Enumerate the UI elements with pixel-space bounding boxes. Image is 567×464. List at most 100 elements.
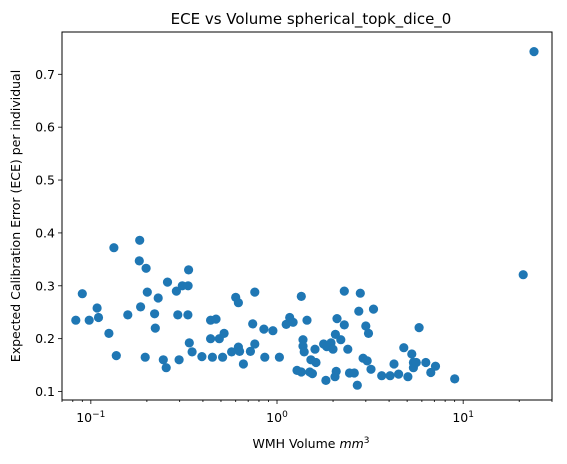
data-point-49 bbox=[260, 352, 270, 362]
data-point-84 bbox=[355, 288, 365, 298]
data-point-87 bbox=[362, 356, 372, 366]
data-point-10 bbox=[134, 256, 144, 266]
data-point-104 bbox=[430, 361, 441, 371]
data-point-76 bbox=[336, 335, 346, 345]
data-point-28 bbox=[184, 338, 194, 348]
data-point-102 bbox=[421, 357, 431, 368]
data-point-107 bbox=[529, 47, 539, 57]
data-point-27 bbox=[183, 310, 193, 320]
data-point-30 bbox=[197, 352, 207, 362]
data-point-3 bbox=[92, 303, 102, 313]
data-point-46 bbox=[250, 287, 260, 297]
data-point-22 bbox=[173, 310, 183, 320]
data-point-44 bbox=[245, 346, 255, 356]
data-point-77 bbox=[339, 320, 349, 330]
x-axis-label: WMH Volume mm3 bbox=[252, 436, 369, 451]
x-tick-label: 101 bbox=[452, 410, 474, 425]
data-point-105 bbox=[450, 374, 460, 384]
data-point-101 bbox=[414, 323, 424, 333]
data-point-86 bbox=[361, 321, 371, 331]
data-point-36 bbox=[218, 352, 228, 362]
data-point-82 bbox=[352, 380, 362, 390]
data-point-11 bbox=[136, 302, 146, 312]
data-point-106 bbox=[518, 270, 528, 280]
data-point-54 bbox=[288, 317, 298, 327]
data-point-9 bbox=[135, 235, 145, 245]
data-point-14 bbox=[142, 287, 152, 297]
y-tick-label: 0.7 bbox=[35, 67, 55, 82]
data-point-21 bbox=[171, 286, 181, 296]
data-point-95 bbox=[399, 343, 409, 353]
data-point-71 bbox=[328, 344, 338, 354]
chart-title: ECE vs Volume spherical_topk_dice_0 bbox=[171, 10, 452, 29]
data-point-51 bbox=[274, 352, 284, 362]
data-point-45 bbox=[248, 319, 258, 329]
data-point-19 bbox=[161, 363, 171, 373]
y-tick-label: 0.3 bbox=[35, 278, 55, 293]
data-point-75 bbox=[332, 314, 342, 324]
data-point-52 bbox=[281, 319, 291, 329]
data-point-61 bbox=[302, 315, 312, 325]
y-tick-label: 0.1 bbox=[35, 384, 55, 399]
x-tick-label: 10−1 bbox=[76, 410, 105, 425]
data-point-97 bbox=[407, 349, 417, 359]
data-point-38 bbox=[227, 347, 237, 357]
y-tick-label: 0.2 bbox=[35, 331, 55, 346]
data-point-33 bbox=[207, 352, 217, 362]
data-point-25 bbox=[184, 265, 194, 275]
data-point-4 bbox=[93, 312, 104, 323]
data-point-26 bbox=[183, 281, 193, 291]
data-point-40 bbox=[233, 298, 243, 308]
data-point-96 bbox=[403, 372, 413, 382]
data-point-17 bbox=[153, 293, 163, 303]
data-point-47 bbox=[250, 339, 260, 349]
data-point-64 bbox=[307, 369, 317, 379]
y-axis-ticks: 0.1 0.2 0.3 0.4 0.5 0.6 0.7 bbox=[35, 67, 62, 399]
data-point-58 bbox=[298, 335, 308, 345]
x-tick-label: 100 bbox=[266, 410, 288, 425]
y-tick-label: 0.5 bbox=[35, 173, 55, 188]
data-point-57 bbox=[296, 291, 306, 301]
data-point-103 bbox=[426, 367, 436, 378]
data-point-8 bbox=[123, 310, 133, 320]
data-point-92 bbox=[385, 371, 395, 381]
data-point-23 bbox=[174, 355, 184, 365]
y-axis-label: Expected Calibration Error (ECE) per ind… bbox=[8, 70, 23, 362]
data-point-37 bbox=[219, 328, 229, 338]
data-point-0 bbox=[71, 315, 81, 325]
data-point-100 bbox=[411, 357, 421, 368]
data-point-2 bbox=[84, 315, 94, 325]
data-point-74 bbox=[331, 366, 341, 376]
data-point-88 bbox=[366, 364, 376, 374]
data-point-56 bbox=[296, 367, 306, 377]
data-point-18 bbox=[158, 355, 168, 365]
data-point-42 bbox=[235, 346, 245, 356]
data-point-68 bbox=[321, 375, 331, 385]
data-point-79 bbox=[343, 344, 353, 354]
data-point-81 bbox=[349, 368, 359, 378]
data-point-83 bbox=[354, 306, 364, 316]
y-tick-label: 0.6 bbox=[35, 120, 55, 135]
data-point-12 bbox=[140, 352, 150, 362]
data-point-65 bbox=[310, 344, 320, 354]
data-point-43 bbox=[238, 359, 248, 369]
y-tick-label: 0.4 bbox=[35, 225, 55, 240]
data-point-32 bbox=[206, 334, 216, 344]
data-point-15 bbox=[150, 309, 160, 319]
data-point-50 bbox=[268, 326, 278, 336]
data-point-93 bbox=[389, 359, 399, 369]
data-point-78 bbox=[339, 286, 349, 296]
data-point-89 bbox=[368, 304, 379, 314]
data-point-66 bbox=[311, 357, 321, 368]
data-point-5 bbox=[104, 328, 114, 338]
data-point-7 bbox=[111, 351, 121, 361]
data-point-13 bbox=[141, 263, 151, 273]
data-point-60 bbox=[299, 347, 309, 357]
data-point-16 bbox=[150, 323, 160, 333]
plot-area-frame bbox=[61, 31, 553, 401]
data-point-94 bbox=[394, 369, 404, 379]
data-points bbox=[71, 47, 539, 390]
x-axis-ticks: 10−1 100 101 bbox=[61, 400, 553, 425]
